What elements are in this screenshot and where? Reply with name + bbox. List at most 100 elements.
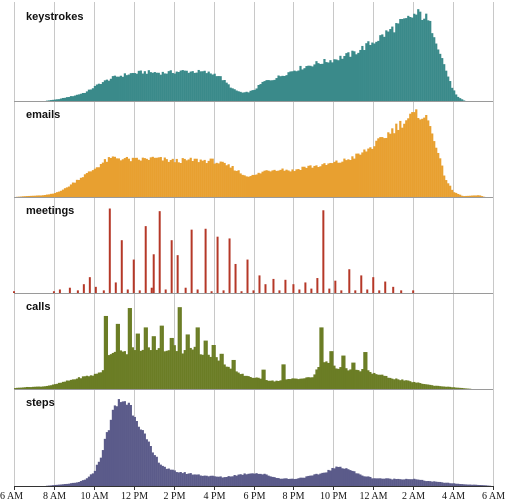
bar — [251, 473, 254, 486]
bar — [189, 157, 192, 197]
bar — [413, 13, 416, 101]
bar — [465, 484, 468, 486]
bar — [105, 315, 109, 389]
bar — [287, 478, 290, 486]
bar — [295, 378, 298, 389]
bar — [413, 478, 416, 486]
bar — [303, 378, 306, 389]
bar — [173, 345, 176, 389]
bar — [185, 160, 188, 197]
bar — [41, 386, 45, 389]
bar — [315, 369, 318, 389]
bar — [417, 479, 420, 486]
bar — [149, 72, 152, 101]
bar — [203, 340, 206, 389]
bar — [55, 484, 59, 486]
bar — [387, 132, 390, 197]
bar — [117, 323, 120, 389]
bar — [68, 287, 71, 293]
bar — [283, 170, 286, 197]
bar — [399, 19, 402, 102]
bar — [65, 380, 69, 389]
bar — [197, 474, 200, 486]
bar — [323, 163, 326, 197]
bar — [377, 374, 380, 389]
bar — [101, 450, 105, 486]
bar — [147, 441, 150, 486]
bar — [427, 480, 430, 486]
bar — [137, 426, 140, 486]
bar — [16, 387, 19, 389]
bar — [304, 282, 307, 293]
bar — [97, 372, 101, 389]
bar — [199, 71, 202, 101]
bar — [119, 160, 122, 197]
bar — [283, 75, 286, 101]
bar — [151, 336, 154, 389]
bar — [299, 65, 302, 101]
bar — [205, 340, 208, 389]
bar — [353, 471, 356, 486]
bar — [281, 478, 284, 486]
bar — [91, 375, 95, 389]
bar — [241, 474, 244, 486]
bar — [211, 74, 214, 101]
bar — [149, 446, 152, 486]
bar — [95, 167, 99, 197]
bar — [363, 476, 366, 486]
bar — [451, 483, 454, 486]
bar — [71, 96, 75, 101]
bar — [203, 475, 206, 486]
bar — [161, 325, 164, 389]
bar — [109, 354, 112, 389]
x-tick-label: 12 PM — [121, 491, 148, 502]
bar — [451, 189, 454, 197]
panel-label-calls: calls — [26, 301, 50, 313]
bar — [427, 120, 430, 197]
bar — [231, 166, 234, 197]
bar — [403, 123, 406, 197]
bar — [385, 30, 388, 102]
bar — [211, 475, 214, 486]
x-tick-label: 6 AM — [482, 491, 505, 502]
bar — [111, 409, 114, 486]
bar — [411, 382, 414, 389]
bar — [239, 374, 242, 389]
bar — [310, 288, 313, 293]
bar — [75, 378, 79, 389]
bar — [477, 484, 480, 486]
bar — [131, 157, 134, 197]
bar — [217, 476, 220, 486]
bar — [389, 29, 392, 101]
bar — [447, 76, 450, 101]
bar — [181, 473, 184, 486]
bar — [191, 160, 194, 197]
bar — [175, 158, 178, 197]
bar — [298, 289, 301, 293]
bar — [189, 473, 192, 486]
bar — [419, 119, 422, 197]
bar — [341, 468, 344, 486]
bar — [445, 70, 448, 101]
bar — [465, 195, 468, 197]
bar — [81, 480, 85, 486]
bar — [69, 184, 73, 197]
bar — [361, 152, 364, 197]
bar — [117, 158, 120, 197]
bar — [354, 290, 357, 293]
bar — [360, 275, 363, 293]
bar — [471, 195, 474, 197]
bar — [199, 475, 202, 486]
bar — [185, 70, 188, 101]
bar — [453, 387, 456, 389]
bar — [391, 378, 394, 389]
bar — [49, 193, 53, 197]
bar — [379, 137, 382, 197]
bar — [249, 90, 252, 101]
bar — [441, 58, 444, 101]
bar — [169, 337, 172, 389]
bar — [141, 73, 144, 101]
bar — [279, 76, 282, 101]
bar — [411, 17, 414, 102]
